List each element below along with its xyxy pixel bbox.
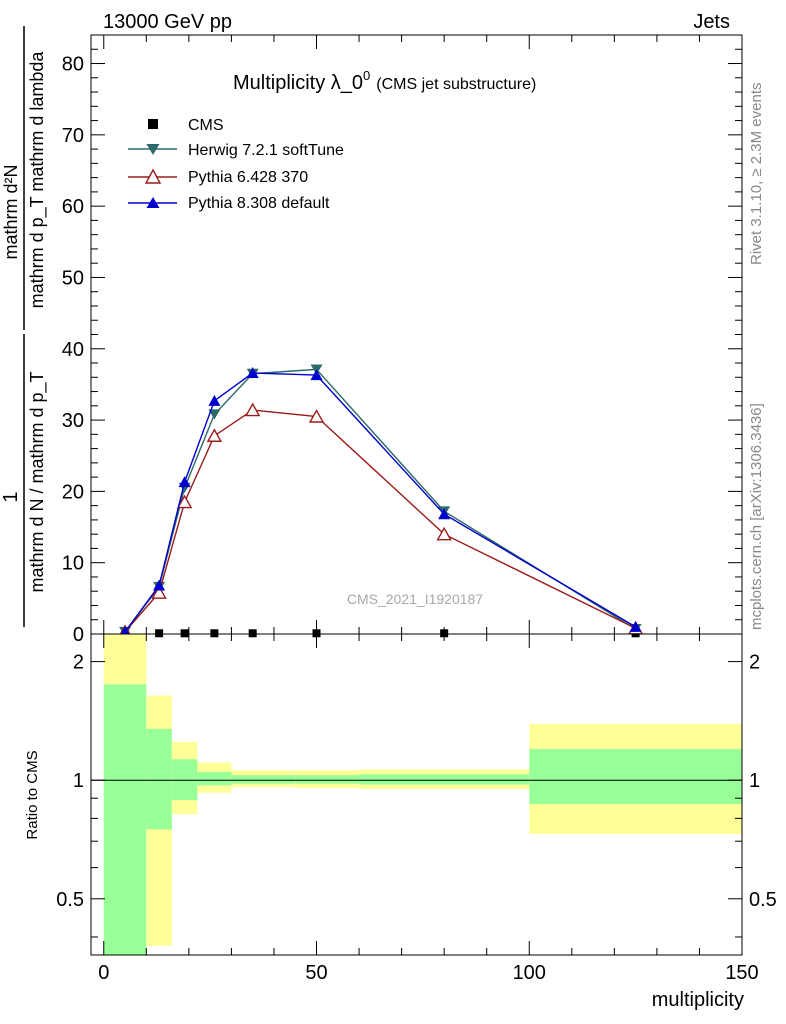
ratio-plot-frame	[90, 633, 743, 956]
legend: CMS Herwig 7.2.1 softTune Pythia 6.428 3…	[128, 117, 344, 212]
data-point-pythia8	[310, 369, 323, 381]
data-point-cms	[440, 629, 449, 638]
x-tick-label: 50	[305, 962, 327, 984]
ratio-band-inner	[146, 728, 172, 830]
y-tick-label: 70	[62, 125, 84, 147]
ratio-y-tick-label-right: 1	[749, 770, 760, 792]
ratio-band-inner	[197, 771, 232, 786]
ratio-y-tick-label-right: 2	[749, 652, 760, 674]
header-right: Jets	[693, 11, 730, 33]
legend-label-cms: CMS	[188, 117, 224, 134]
legend-label-pythia8: Pythia 8.308 default	[188, 195, 330, 212]
data-point-pythia8	[438, 508, 451, 520]
data-point-cms	[155, 629, 164, 638]
plot-title-main: Multiplicity λ_0	[233, 72, 363, 94]
mcplots-label: mcplots.cern.ch [arXiv:1306.3436]	[748, 403, 765, 630]
ratio-y-tick-label: 0.5	[56, 889, 84, 911]
analysis-watermark: CMS_2021_I1920187	[347, 591, 483, 607]
series-line-pythia6	[124, 409, 636, 633]
x-axis-label: multiplicity	[652, 989, 744, 1011]
legend-marker-pythia8	[146, 197, 160, 208]
header-left: 13000 GeV pp	[103, 11, 232, 33]
ratio-band-inner	[231, 775, 296, 784]
data-point-cms	[248, 629, 257, 638]
data-point-pythia6	[176, 494, 193, 509]
legend-label-pythia6: Pythia 6.428 370	[188, 169, 308, 186]
series-line-pythia8	[124, 372, 636, 633]
ratio-y-tick-label: 2	[73, 652, 84, 674]
main-y-axis-label: 1 mathrm d N / mathrm d p_T mathrm d²N m…	[0, 26, 48, 627]
ratio-band-inner	[103, 684, 147, 955]
legend-marker-pythia6	[144, 168, 162, 184]
legend-label-herwig: Herwig 7.2.1 softTune	[188, 142, 344, 159]
data-point-pythia8	[629, 620, 642, 632]
ratio-y-axis-label: Ratio to CMS	[24, 750, 41, 839]
ylabel-pre-num: 1	[0, 491, 22, 502]
ylabel-pre-den: mathrm d N / mathrm d p_T	[27, 371, 48, 592]
x-tick-label: 150	[725, 962, 758, 984]
legend-marker-herwig	[146, 144, 160, 155]
plot-title-sup: 0	[363, 68, 370, 83]
data-point-pythia8	[153, 579, 166, 591]
data-point-pythia6	[436, 526, 452, 541]
data-point-cms	[312, 629, 321, 638]
data-point-pythia8	[208, 394, 221, 406]
y-tick-label: 30	[62, 410, 84, 432]
y-tick-label: 10	[62, 553, 84, 575]
y-tick-label: 60	[62, 196, 84, 218]
y-tick-label: 80	[62, 54, 84, 76]
data-point-pythia6	[308, 409, 325, 423]
data-point-pythia6	[151, 585, 167, 599]
data-point-pythia8	[178, 476, 191, 488]
data-point-herwig	[208, 409, 221, 420]
y-tick-label: 20	[62, 481, 84, 503]
data-point-cms	[210, 629, 219, 638]
data-point-pythia6	[244, 402, 261, 417]
data-point-pythia6	[206, 428, 223, 442]
ratio-plot-panel: 0.5 0.5 1 1 2 2 0 50 100 150	[56, 633, 777, 984]
plot-title: Multiplicity λ_00 (CMS jet substructure)	[233, 68, 536, 94]
legend-marker-cms	[148, 119, 158, 129]
y-tick-label: 50	[62, 267, 84, 289]
x-tick-label: 100	[513, 962, 546, 984]
ratio-band-inner	[529, 748, 742, 805]
ylabel-den: mathrm d p_T mathrm d lambda	[27, 51, 48, 309]
rivet-label: Rivet 3.1.10, ≥ 2.3M events	[748, 83, 765, 266]
ratio-band-inner	[295, 775, 360, 784]
ratio-y-tick-label: 1	[73, 770, 84, 792]
ratio-band-inner	[359, 774, 530, 785]
y-tick-label: 0	[73, 624, 84, 646]
ratio-y-tick-label-right: 0.5	[749, 889, 777, 911]
data-point-pythia8	[246, 367, 259, 379]
plot-subtitle: (CMS jet substructure)	[376, 76, 536, 93]
ylabel-num: mathrm d²N	[1, 164, 21, 259]
y-tick-label: 40	[62, 339, 84, 361]
data-point-cms	[180, 629, 189, 638]
series-cms	[121, 629, 640, 638]
x-tick-label: 0	[98, 962, 109, 984]
